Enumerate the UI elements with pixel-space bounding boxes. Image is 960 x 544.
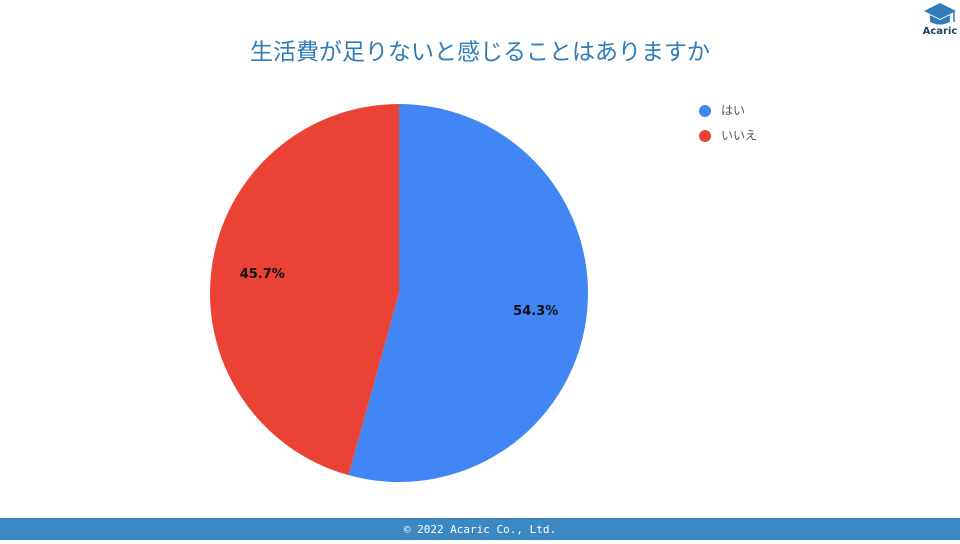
legend-swatch: [699, 105, 711, 117]
pie: 54.3% 45.7%: [210, 104, 589, 483]
footer-text: © 2022 Acaric Co., Ltd.: [404, 523, 556, 536]
pie-slice: [348, 104, 589, 483]
logo-cap-base: [930, 15, 950, 25]
footer-bar: [0, 518, 960, 540]
logo: Acaric: [923, 3, 958, 37]
value-label: 45.7%: [240, 267, 285, 282]
pie-slice: [210, 104, 399, 476]
legend-swatch: [699, 130, 711, 142]
legend-label: はい: [721, 104, 745, 118]
chart-title: 生活費が足りないと感じることはありますか: [250, 40, 710, 66]
legend-label: いいえ: [721, 129, 757, 143]
logo-cap: [924, 3, 956, 19]
value-label: 54.3%: [513, 304, 558, 319]
logo-text: Acaric: [923, 26, 958, 37]
